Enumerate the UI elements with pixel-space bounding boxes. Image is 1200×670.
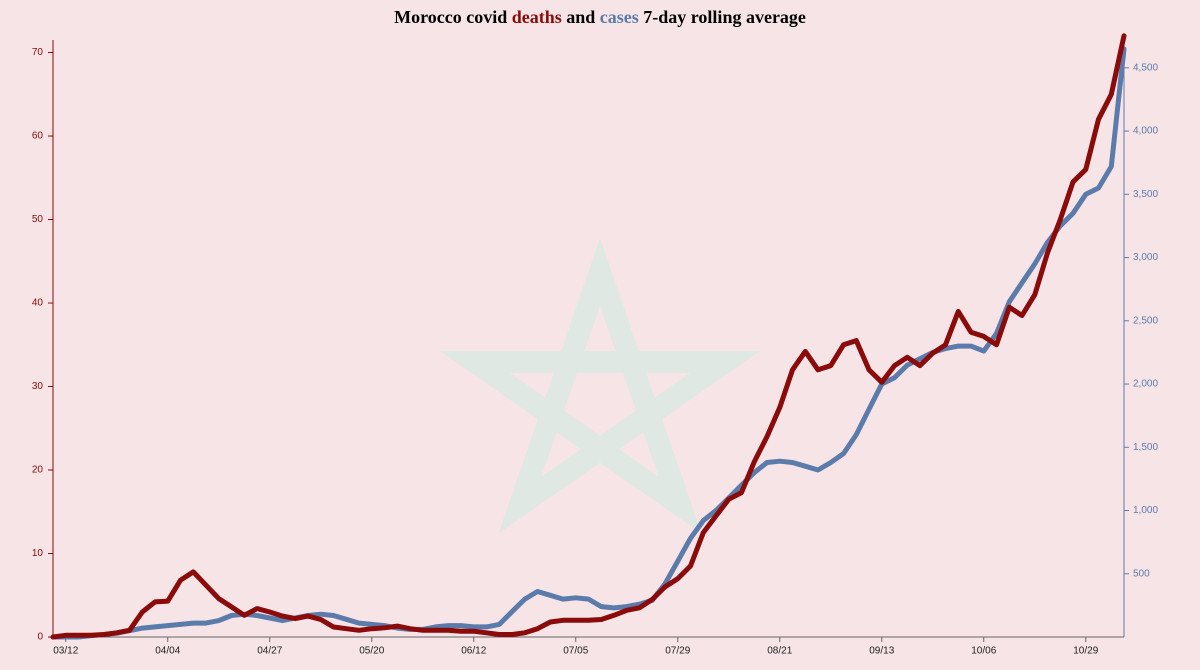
- x-tick-label: 04/27: [257, 646, 282, 657]
- y-tick-label: 60: [32, 131, 44, 142]
- x-tick-label: 04/04: [155, 646, 180, 657]
- y2-tick-label: 3,500: [1133, 189, 1158, 200]
- chart-title: Morocco covid deaths and cases 7-day rol…: [394, 7, 806, 27]
- x-tick-label: 09/13: [869, 646, 894, 657]
- x-tick-label: 07/29: [665, 646, 690, 657]
- y-tick-label: 50: [32, 214, 44, 225]
- title-and: and: [566, 7, 595, 27]
- y-tick-label: 20: [32, 465, 44, 476]
- title-lead: Morocco covid: [394, 7, 507, 27]
- x-tick-label: 06/12: [461, 646, 486, 657]
- y2-tick-label: 2,500: [1133, 315, 1158, 326]
- y-tick-label: 30: [32, 381, 44, 392]
- y2-tick-label: 1,500: [1133, 442, 1158, 453]
- series-line: [50, 46, 1127, 640]
- y2-tick-label: 1,000: [1133, 505, 1158, 516]
- legend-entry: deaths: [512, 7, 562, 27]
- x-tick-label: 05/20: [359, 646, 384, 657]
- y2-tick-label: 4,500: [1133, 62, 1158, 73]
- y-tick-label: 70: [32, 47, 44, 58]
- series-line: [50, 33, 1127, 640]
- y-tick-label: 40: [32, 298, 44, 309]
- legend-entry: cases: [600, 7, 639, 27]
- x-tick-label: 10/29: [1073, 646, 1098, 657]
- x-tick-label: 10/06: [971, 646, 996, 657]
- flag-star: [440, 238, 760, 534]
- y2-tick-label: 3,000: [1133, 252, 1158, 263]
- x-tick-label: 07/05: [563, 646, 588, 657]
- title-tail: 7-day rolling average: [643, 7, 806, 27]
- y-tick-label: 0: [37, 632, 43, 643]
- y2-tick-label: 500: [1133, 568, 1150, 579]
- x-tick-label: 03/12: [53, 646, 78, 657]
- x-tick-label: 08/21: [767, 646, 792, 657]
- y2-tick-label: 2,000: [1133, 379, 1158, 390]
- y2-tick-label: 4,000: [1133, 126, 1158, 137]
- y-tick-label: 10: [32, 548, 44, 559]
